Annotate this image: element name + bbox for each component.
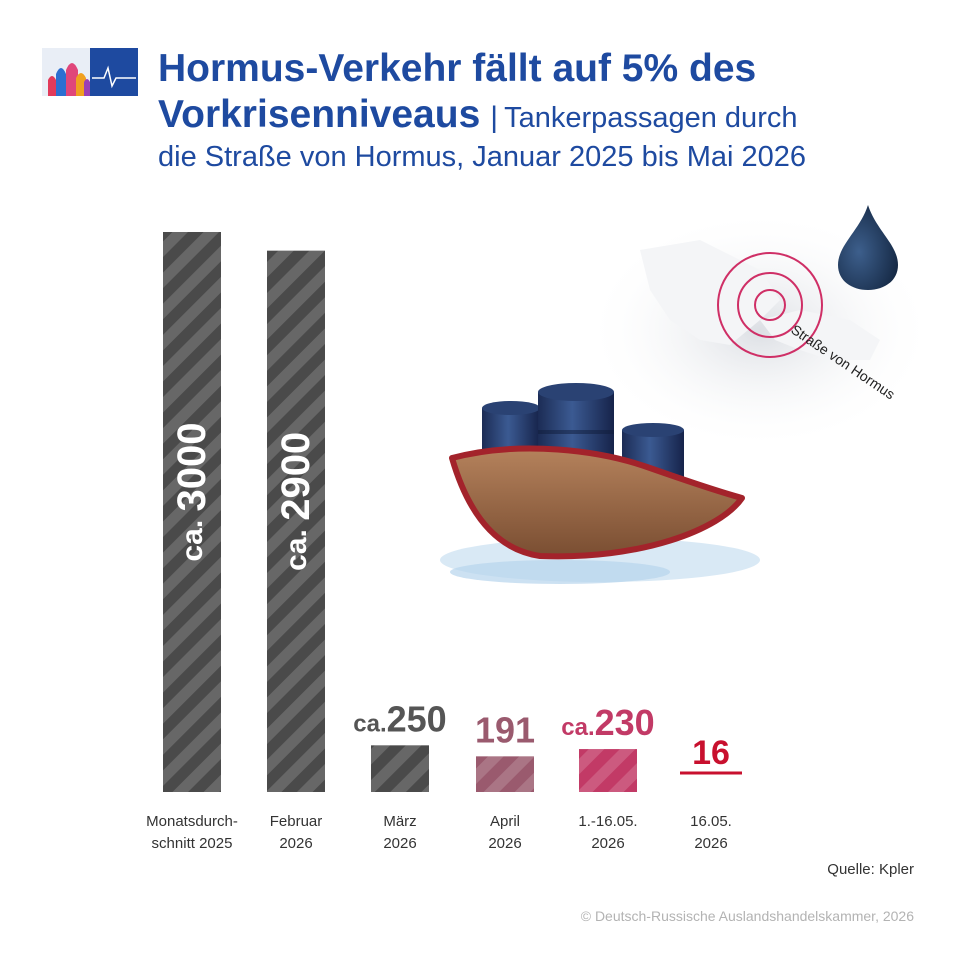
source-note: Quelle: Kpler xyxy=(827,861,914,878)
bar-stripes xyxy=(579,749,637,792)
category-label: 16.05. xyxy=(690,813,732,830)
target-ring-inner xyxy=(754,289,786,321)
category-label: schnitt 2025 xyxy=(152,835,233,852)
category-label: 2026 xyxy=(694,835,727,852)
data-label-prefix: ca. xyxy=(353,710,386,737)
data-label: ca.250 xyxy=(353,698,446,739)
data-label-prefix: ca. xyxy=(280,521,313,571)
category-label: Monatsdurch- xyxy=(146,813,238,830)
category-label: April xyxy=(490,813,520,830)
data-label-value: 2900 xyxy=(274,432,318,521)
hormuz-map-illustration: Straße von Hormus xyxy=(600,220,920,440)
category-label: 2026 xyxy=(383,835,416,852)
data-label: 191 xyxy=(475,709,535,750)
bars-layer: ca. 3000 Monatsdurch-schnitt 2025 ca. 2900… xyxy=(146,232,742,852)
bar-group: ca.230 1.-16.05. 2026 xyxy=(561,702,654,852)
oil-drop-icon xyxy=(838,205,898,290)
data-label: ca.230 xyxy=(561,702,654,743)
category-label: 1.-16.05. xyxy=(578,813,637,830)
bar-stripes xyxy=(476,756,534,792)
target-ring-outer xyxy=(717,252,823,358)
bar-group: ca. 2900 Februar 2026 xyxy=(267,250,325,852)
data-label-value: 3000 xyxy=(170,422,214,511)
bar-group: ca.250 März 2026 xyxy=(353,698,446,852)
data-label-prefix: ca. xyxy=(561,714,594,741)
bar-group: 16 16.05. 2026 xyxy=(680,734,742,852)
data-label-value: 230 xyxy=(595,702,655,743)
category-label: 2026 xyxy=(591,835,624,852)
subtitle-line-2: die Straße von Hormus, Januar 2025 bis M… xyxy=(158,141,807,173)
tanker-ship-illustration xyxy=(440,383,760,584)
title-separator: | xyxy=(490,101,499,134)
subtitle-line-1: Tankerpassagen durch xyxy=(504,102,798,134)
copyright-note: © Deutsch-Russische Auslandshandelskamme… xyxy=(580,908,914,924)
category-label: März xyxy=(383,813,416,830)
target-ring-middle xyxy=(737,272,803,338)
category-label: 2026 xyxy=(488,835,521,852)
bar-group: ca. 3000 Monatsdurch-schnitt 2025 xyxy=(146,232,238,852)
title-block: Hormus-Verkehr fällt auf 5% des Vorkrise… xyxy=(158,46,938,176)
data-label: ca. 3000 xyxy=(170,422,214,561)
category-label: Februar xyxy=(270,813,323,830)
bar-group: 191 April 2026 xyxy=(475,709,535,852)
data-label: 16 xyxy=(692,734,730,772)
category-label: 2026 xyxy=(279,835,312,852)
data-label-value: 191 xyxy=(475,709,535,750)
data-label-prefix: ca. xyxy=(176,511,209,561)
bar-stripes xyxy=(163,232,221,792)
data-label-value: 250 xyxy=(387,698,447,739)
data-label: ca. 2900 xyxy=(274,432,318,571)
title-line-1: Hormus-Verkehr fällt auf 5% des xyxy=(158,47,757,90)
bar-stripes xyxy=(267,250,325,792)
logo xyxy=(42,48,138,96)
title-line-2: Vorkrisenniveaus xyxy=(158,93,481,136)
bar-stripes xyxy=(371,745,429,792)
